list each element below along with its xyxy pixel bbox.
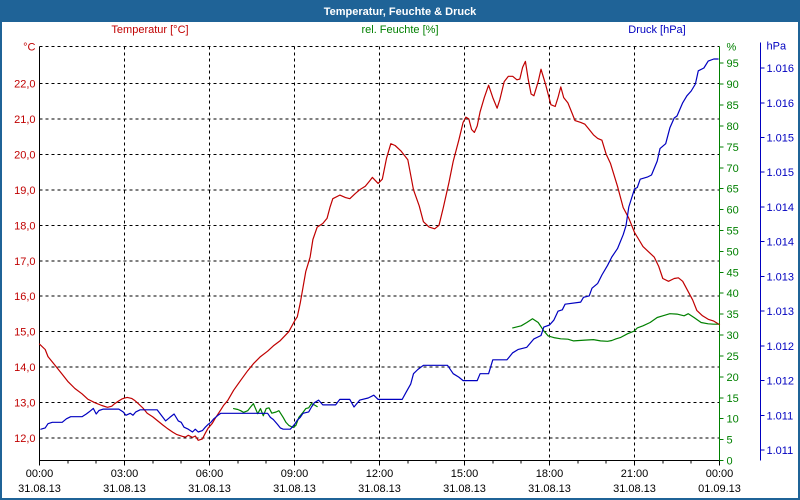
svg-text:1.012: 1.012	[767, 376, 795, 388]
svg-text:85: 85	[727, 100, 739, 112]
svg-text:1.011: 1.011	[767, 410, 794, 422]
svg-text:75: 75	[727, 142, 739, 154]
svg-text:5: 5	[727, 435, 733, 447]
svg-text:31.08.13: 31.08.13	[273, 483, 316, 495]
svg-text:15: 15	[727, 393, 739, 405]
svg-text:80: 80	[727, 121, 739, 133]
svg-text:06:00: 06:00	[196, 468, 224, 480]
svg-text:35: 35	[727, 309, 739, 321]
svg-text:1.015: 1.015	[767, 167, 795, 179]
svg-text:19,0: 19,0	[14, 185, 35, 197]
svg-text:00:00: 00:00	[26, 468, 54, 480]
svg-text:1.012: 1.012	[767, 341, 795, 353]
svg-text:%: %	[727, 42, 737, 54]
svg-text:1.011: 1.011	[767, 445, 794, 457]
svg-text:18,0: 18,0	[14, 220, 35, 232]
svg-text:01.09.13: 01.09.13	[698, 483, 741, 495]
legend-temperature: Temperatur [°C]	[111, 24, 189, 36]
svg-text:1.016: 1.016	[767, 63, 795, 75]
svg-text:31.08.13: 31.08.13	[18, 483, 61, 495]
svg-text:03:00: 03:00	[111, 468, 139, 480]
legend-humidity: rel. Feuchte [%]	[361, 24, 439, 36]
svg-text:31.08.13: 31.08.13	[188, 483, 231, 495]
svg-text:18:00: 18:00	[536, 468, 564, 480]
svg-text:15,0: 15,0	[14, 327, 35, 339]
svg-text:°C: °C	[23, 42, 35, 54]
legend-pressure: Druck [hPa]	[628, 24, 686, 36]
window-title: Temperatur, Feuchte & Druck	[2, 2, 798, 22]
svg-text:1.013: 1.013	[767, 271, 795, 283]
svg-text:31.08.13: 31.08.13	[443, 483, 486, 495]
svg-text:21,0: 21,0	[14, 114, 35, 126]
svg-text:15:00: 15:00	[451, 468, 479, 480]
svg-text:45: 45	[727, 267, 739, 279]
svg-text:00:00: 00:00	[706, 468, 734, 480]
svg-text:0: 0	[727, 456, 733, 468]
svg-text:09:00: 09:00	[281, 468, 309, 480]
svg-text:12:00: 12:00	[366, 468, 394, 480]
svg-text:30: 30	[727, 330, 739, 342]
svg-text:90: 90	[727, 79, 739, 91]
svg-text:50: 50	[727, 246, 739, 258]
svg-text:1.016: 1.016	[767, 98, 795, 110]
svg-text:14,0: 14,0	[14, 362, 35, 374]
svg-text:hPa: hPa	[767, 41, 787, 53]
svg-text:12,0: 12,0	[14, 433, 35, 445]
svg-text:70: 70	[727, 163, 739, 175]
svg-text:60: 60	[727, 205, 739, 217]
svg-text:31.08.13: 31.08.13	[613, 483, 656, 495]
svg-text:1.015: 1.015	[767, 132, 795, 144]
svg-text:22,0: 22,0	[14, 78, 35, 90]
svg-text:40: 40	[727, 288, 739, 300]
svg-text:65: 65	[727, 184, 739, 196]
svg-text:95: 95	[727, 58, 739, 70]
svg-text:17,0: 17,0	[14, 256, 35, 268]
svg-text:1.013: 1.013	[767, 306, 795, 318]
svg-text:31.08.13: 31.08.13	[358, 483, 401, 495]
svg-text:21:00: 21:00	[621, 468, 649, 480]
svg-text:20: 20	[727, 372, 739, 384]
svg-text:1.014: 1.014	[767, 237, 795, 249]
svg-text:20,0: 20,0	[14, 149, 35, 161]
svg-text:31.08.13: 31.08.13	[528, 483, 571, 495]
svg-text:10: 10	[727, 414, 739, 426]
svg-text:55: 55	[727, 226, 739, 238]
svg-text:1.014: 1.014	[767, 202, 795, 214]
svg-text:13,0: 13,0	[14, 398, 35, 410]
svg-text:16,0: 16,0	[14, 291, 35, 303]
svg-text:25: 25	[727, 351, 739, 363]
svg-text:31.08.13: 31.08.13	[103, 483, 146, 495]
